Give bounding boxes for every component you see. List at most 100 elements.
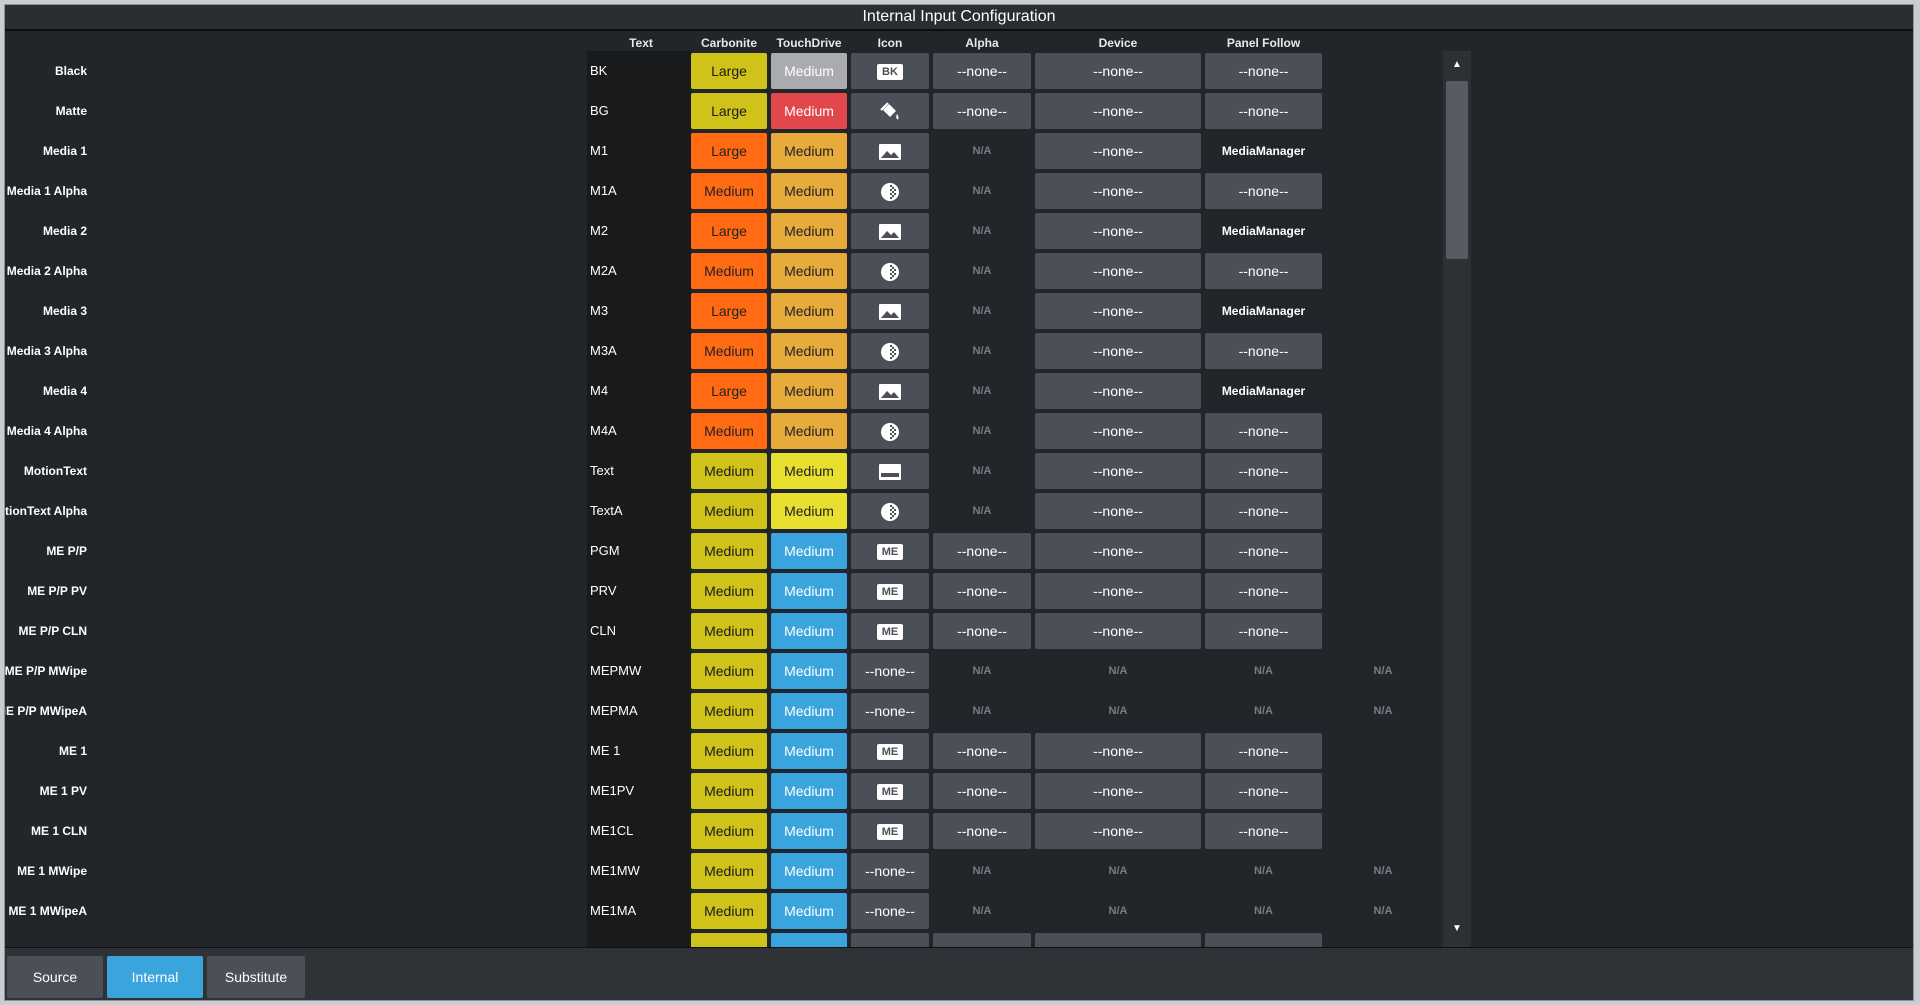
row-text-field[interactable]: ME1CL (590, 823, 634, 838)
panel-follow-select[interactable]: --none-- (1205, 93, 1322, 129)
touchdrive-size-button[interactable]: Medium (771, 93, 847, 129)
carbonite-size-button[interactable]: Medium (691, 413, 767, 449)
carbonite-size-button[interactable] (691, 933, 767, 947)
touchdrive-size-button[interactable]: Medium (771, 653, 847, 689)
device-select[interactable]: --none-- (1035, 613, 1201, 649)
alpha-select[interactable]: --none-- (933, 813, 1031, 849)
row-text-field[interactable]: PGM (590, 543, 620, 558)
icon-select-button[interactable]: ME (851, 573, 929, 609)
carbonite-size-button[interactable]: Medium (691, 693, 767, 729)
touchdrive-size-button[interactable] (771, 933, 847, 947)
carbonite-size-button[interactable]: Large (691, 93, 767, 129)
alpha-select[interactable]: --none-- (933, 53, 1031, 89)
icon-select-button[interactable] (851, 413, 929, 449)
touchdrive-size-button[interactable]: Medium (771, 293, 847, 329)
row-text-field[interactable]: TextA (590, 503, 623, 518)
icon-select-button[interactable] (851, 133, 929, 169)
alpha-select[interactable] (933, 933, 1031, 947)
panel-follow-select[interactable]: --none-- (1205, 813, 1322, 849)
icon-select-button[interactable] (851, 213, 929, 249)
device-select[interactable]: --none-- (1035, 373, 1201, 409)
touchdrive-size-button[interactable]: Medium (771, 53, 847, 89)
touchdrive-size-button[interactable]: Medium (771, 133, 847, 169)
panel-follow-select[interactable]: --none-- (1205, 333, 1322, 369)
touchdrive-size-button[interactable]: Medium (771, 613, 847, 649)
panel-follow-select[interactable]: --none-- (1205, 253, 1322, 289)
scroll-thumb[interactable] (1446, 81, 1468, 259)
row-text-field[interactable]: ME1MW (590, 863, 640, 878)
row-text-field[interactable]: M2A (590, 263, 617, 278)
touchdrive-size-button[interactable]: Medium (771, 893, 847, 929)
row-text-field[interactable]: BG (590, 103, 609, 118)
touchdrive-size-button[interactable]: Medium (771, 773, 847, 809)
alpha-select[interactable]: --none-- (933, 93, 1031, 129)
touchdrive-size-button[interactable]: Medium (771, 493, 847, 529)
carbonite-size-button[interactable]: Medium (691, 773, 767, 809)
device-select[interactable]: --none-- (1035, 53, 1201, 89)
row-text-field[interactable]: PRV (590, 583, 617, 598)
touchdrive-size-button[interactable]: Medium (771, 413, 847, 449)
device-select[interactable]: --none-- (1035, 213, 1201, 249)
touchdrive-size-button[interactable]: Medium (771, 333, 847, 369)
carbonite-size-button[interactable]: Large (691, 133, 767, 169)
device-select[interactable]: --none-- (1035, 253, 1201, 289)
touchdrive-size-button[interactable]: Medium (771, 213, 847, 249)
vertical-scrollbar[interactable]: ▲ ▼ (1443, 51, 1471, 947)
panel-follow-select[interactable]: --none-- (1205, 773, 1322, 809)
icon-select-button[interactable]: ME (851, 733, 929, 769)
carbonite-size-button[interactable]: Medium (691, 893, 767, 929)
touchdrive-size-button[interactable]: Medium (771, 813, 847, 849)
touchdrive-size-button[interactable]: Medium (771, 533, 847, 569)
carbonite-size-button[interactable]: Medium (691, 173, 767, 209)
carbonite-size-button[interactable]: Medium (691, 613, 767, 649)
icon-select-button[interactable]: ME (851, 613, 929, 649)
device-select[interactable]: --none-- (1035, 493, 1201, 529)
device-select[interactable]: --none-- (1035, 413, 1201, 449)
device-select[interactable]: --none-- (1035, 133, 1201, 169)
icon-select-button[interactable]: ME (851, 533, 929, 569)
row-text-field[interactable]: ME 1 (590, 743, 621, 758)
icon-select-button[interactable]: ME (851, 813, 929, 849)
touchdrive-size-button[interactable]: Medium (771, 453, 847, 489)
touchdrive-size-button[interactable]: Medium (771, 373, 847, 409)
touchdrive-size-button[interactable]: Medium (771, 693, 847, 729)
row-text-field[interactable]: M1A (590, 183, 617, 198)
row-text-field[interactable]: M4 (590, 383, 609, 398)
icon-select-button[interactable] (851, 493, 929, 529)
alpha-select[interactable]: --none-- (933, 533, 1031, 569)
carbonite-size-button[interactable]: Large (691, 213, 767, 249)
touchdrive-size-button[interactable]: Medium (771, 853, 847, 889)
carbonite-size-button[interactable]: Medium (691, 573, 767, 609)
touchdrive-size-button[interactable]: Medium (771, 173, 847, 209)
row-text-field[interactable]: M3 (590, 303, 609, 318)
carbonite-size-button[interactable]: Medium (691, 653, 767, 689)
panel-follow-select[interactable]: --none-- (1205, 533, 1322, 569)
icon-select-button[interactable]: --none-- (851, 653, 929, 689)
device-select[interactable]: --none-- (1035, 173, 1201, 209)
tab-source[interactable]: Source (7, 956, 103, 998)
row-text-field[interactable]: BK (590, 63, 608, 78)
icon-select-button[interactable] (851, 253, 929, 289)
row-text-field[interactable]: M2 (590, 223, 609, 238)
icon-select-button[interactable] (851, 333, 929, 369)
icon-select-button[interactable]: ME (851, 773, 929, 809)
row-text-field[interactable]: M4A (590, 423, 617, 438)
row-text-field[interactable]: Text (590, 463, 614, 478)
icon-select-button[interactable]: --none-- (851, 853, 929, 889)
icon-select-button[interactable] (851, 933, 929, 947)
device-select[interactable] (1035, 933, 1201, 947)
panel-follow-select[interactable]: --none-- (1205, 453, 1322, 489)
device-select[interactable]: --none-- (1035, 773, 1201, 809)
icon-select-button[interactable]: BK (851, 53, 929, 89)
row-text-field[interactable]: MEPMW (590, 663, 642, 678)
panel-follow-select[interactable]: --none-- (1205, 573, 1322, 609)
carbonite-size-button[interactable]: Medium (691, 493, 767, 529)
device-select[interactable]: --none-- (1035, 813, 1201, 849)
device-select[interactable]: --none-- (1035, 293, 1201, 329)
device-select[interactable]: --none-- (1035, 573, 1201, 609)
device-select[interactable]: --none-- (1035, 93, 1201, 129)
touchdrive-size-button[interactable]: Medium (771, 733, 847, 769)
icon-select-button[interactable] (851, 293, 929, 329)
touchdrive-size-button[interactable]: Medium (771, 573, 847, 609)
icon-select-button[interactable] (851, 173, 929, 209)
